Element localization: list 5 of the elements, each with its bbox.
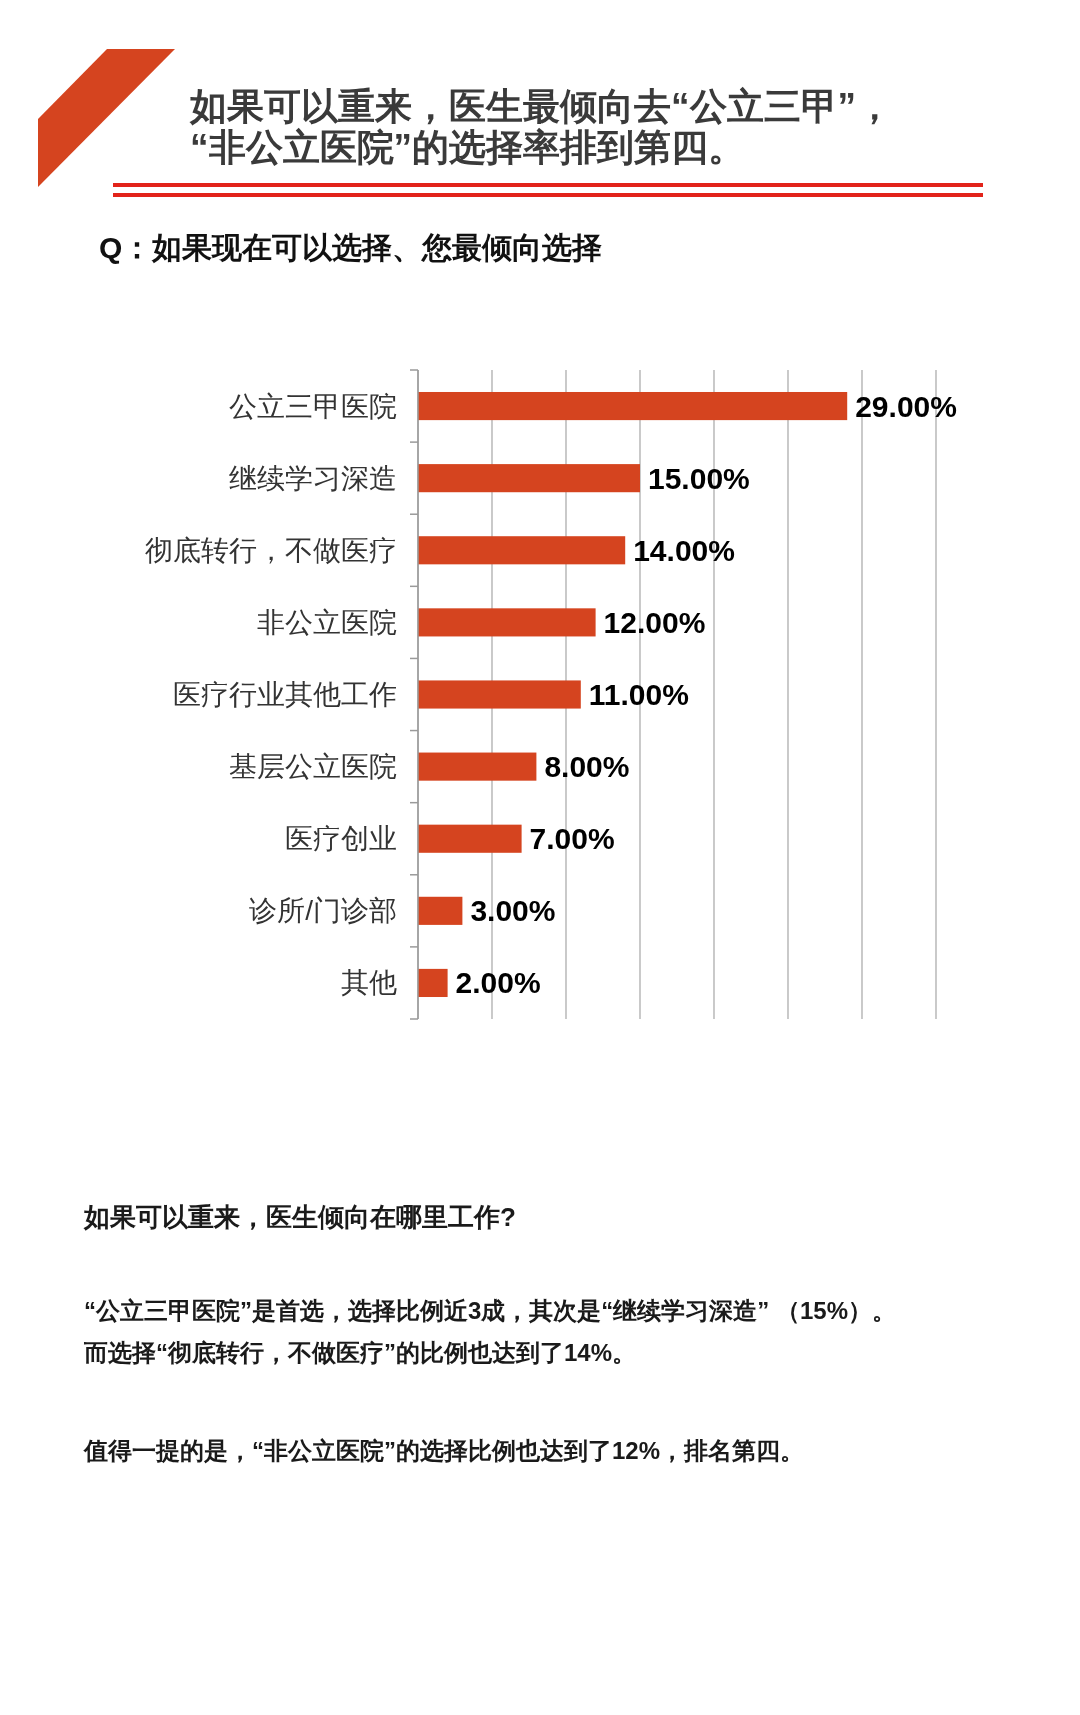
annotation: 值得一提的是，“非公立医院”的选择比例也达到了12%，排名第四。 [84,1436,806,1466]
annotation: “公立三甲医院”是首选，选择比例近3成，其次是“继续学习深造” （15%）。而选择“彻底转行，不做医疗”的比例也达到了14%。 [84,1296,898,1368]
annotation: 如果可以重来，医生倾向在哪里工作? [84,1201,517,1234]
title: 如果可以重来，医生最倾向去“公立三甲”，“非公立医院”的选择率排到第四。 [190,86,894,168]
subtitle: Q：如果现在可以选择、您最倾向选择 [99,230,603,266]
